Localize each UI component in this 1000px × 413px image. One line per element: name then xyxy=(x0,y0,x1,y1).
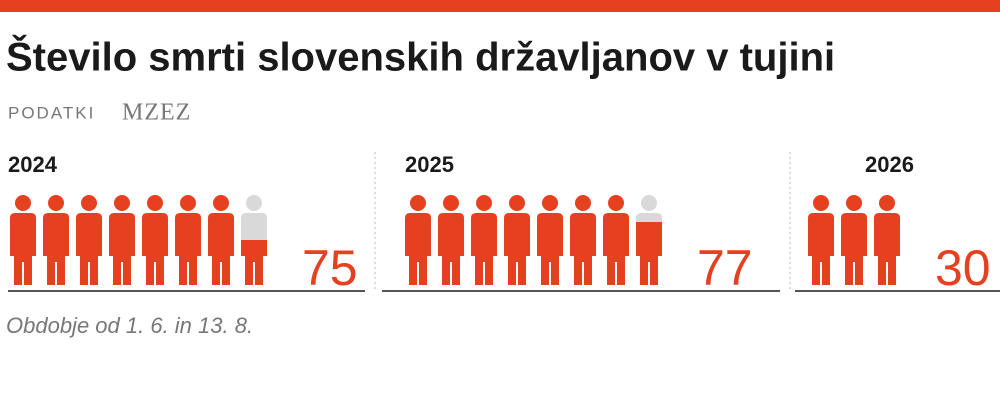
person-icon xyxy=(10,195,36,285)
person-icon xyxy=(808,195,834,285)
chart-title: Število smrti slovenskih državljanov v t… xyxy=(6,34,835,80)
value-label: 30 xyxy=(935,240,991,296)
person-icon xyxy=(109,195,135,285)
year-label: 2024 xyxy=(8,152,58,177)
source: MZEZ xyxy=(122,100,191,126)
person-icon xyxy=(874,195,900,285)
person-icon xyxy=(603,195,629,285)
person-icon xyxy=(537,195,563,285)
person-icon xyxy=(471,195,497,285)
source-label: PODATKI xyxy=(8,103,95,122)
person-icon xyxy=(175,195,201,285)
person-icon xyxy=(241,240,267,285)
person-icon xyxy=(636,222,662,285)
person-icon xyxy=(504,195,530,285)
value-label: 77 xyxy=(697,240,753,296)
top-bar xyxy=(0,0,1000,12)
person-icon xyxy=(405,195,431,285)
person-icon xyxy=(76,195,102,285)
value-label: 75 xyxy=(302,240,358,296)
person-icon xyxy=(142,195,168,285)
person-icon xyxy=(43,195,69,285)
person-icon xyxy=(570,195,596,285)
year-label: 2025 xyxy=(405,152,454,177)
year-label: 2026 xyxy=(865,152,914,177)
person-icon xyxy=(208,195,234,285)
note: Obdobje od 1. 6. in 13. 8. xyxy=(6,313,253,338)
person-icon xyxy=(841,195,867,285)
person-icon xyxy=(438,195,464,285)
